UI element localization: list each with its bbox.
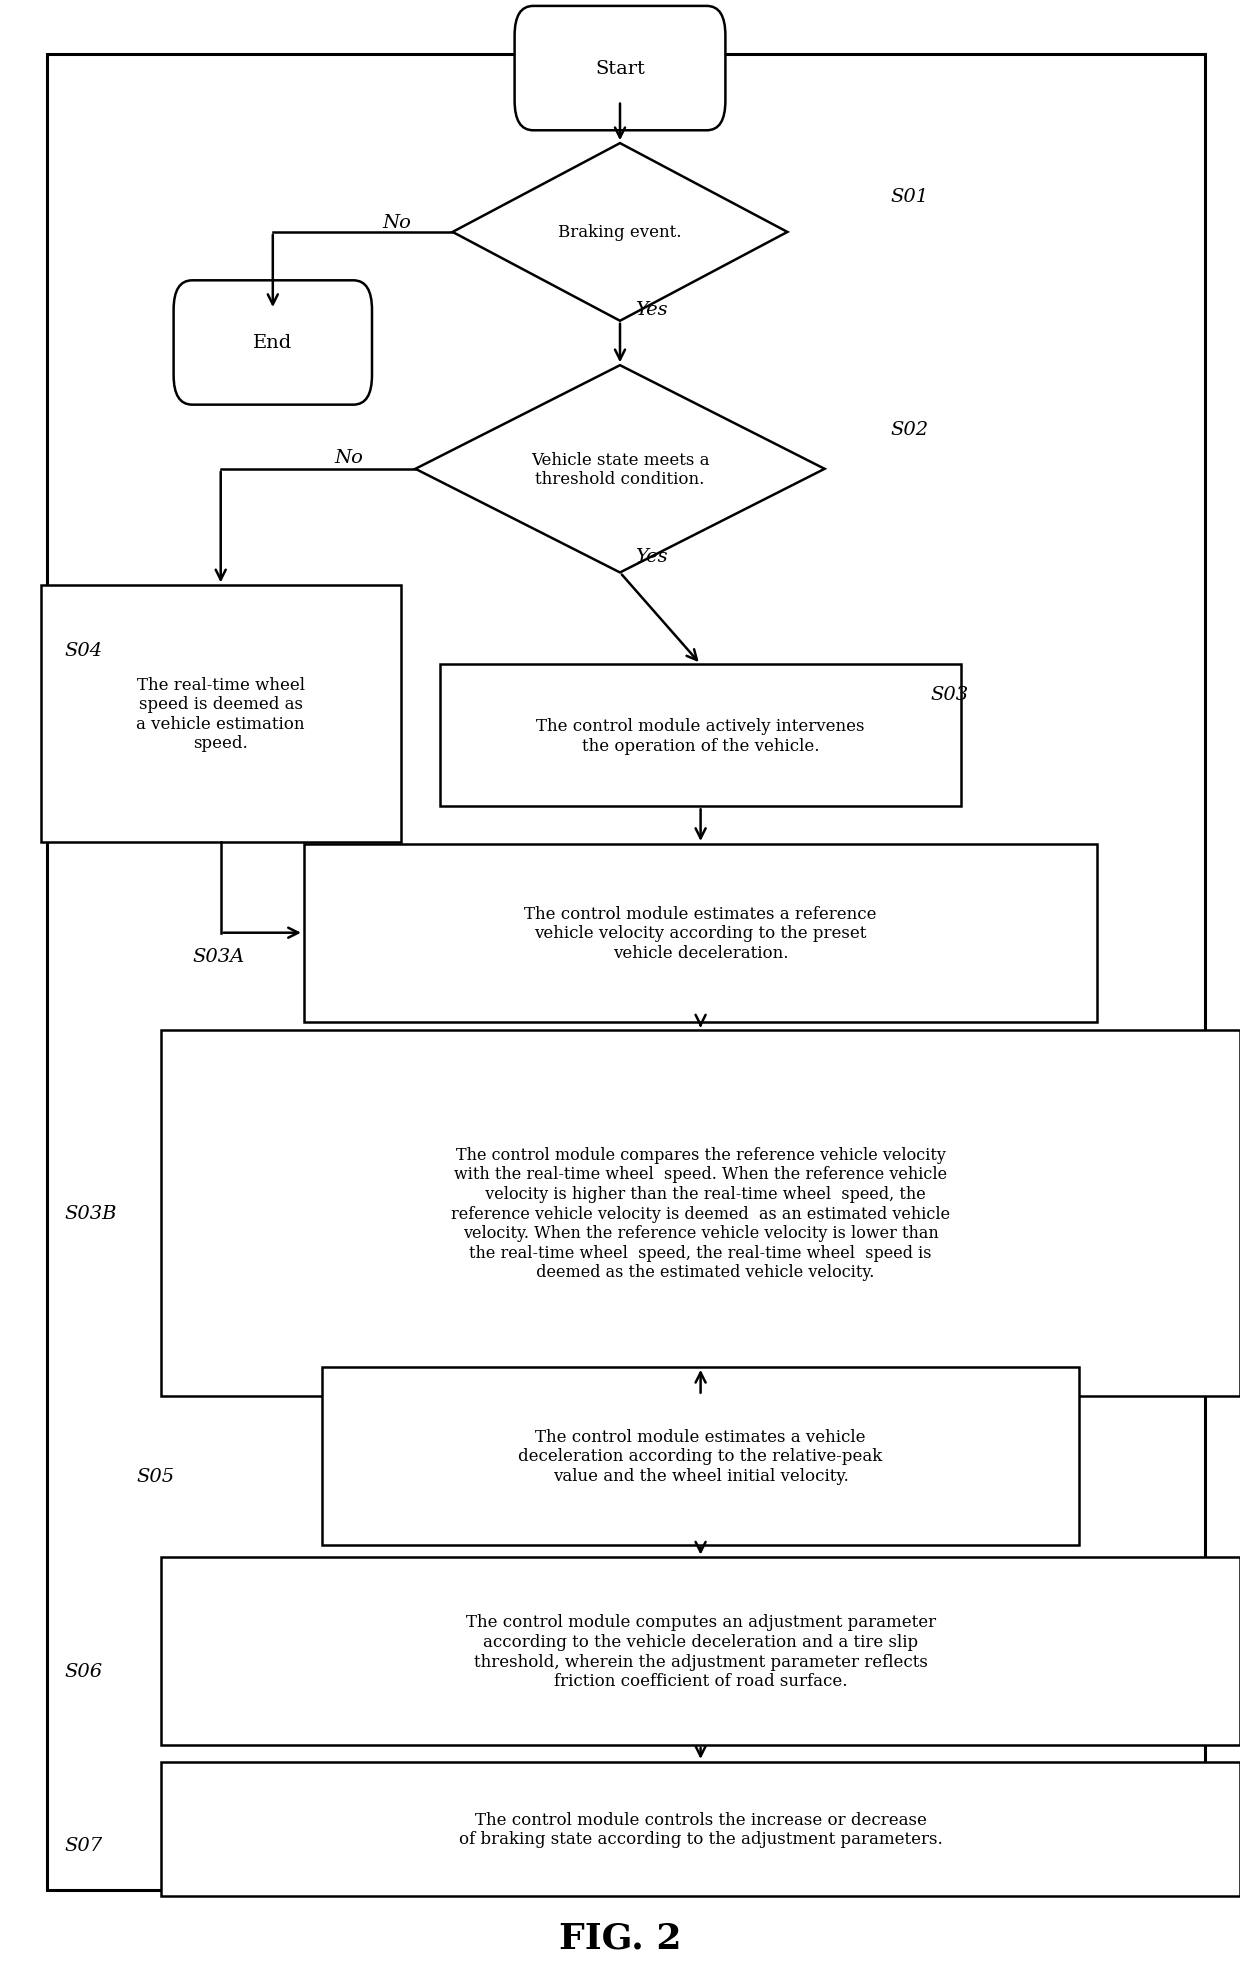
Text: The control module estimates a vehicle
deceleration according to the relative-pe: The control module estimates a vehicle d…	[518, 1428, 883, 1484]
Bar	[41, 586, 401, 842]
Text: S02: S02	[890, 420, 929, 440]
Text: Yes: Yes	[635, 300, 667, 320]
FancyBboxPatch shape	[174, 282, 372, 406]
Text: End: End	[253, 333, 293, 353]
Text: The control module compares the reference vehicle velocity
with the real-time wh: The control module compares the referenc…	[451, 1146, 950, 1280]
Text: No: No	[335, 448, 363, 468]
Bar	[161, 1559, 1240, 1744]
Bar	[440, 665, 961, 807]
Text: The control module estimates a reference
vehicle velocity according to the prese: The control module estimates a reference…	[525, 906, 877, 961]
Bar	[304, 844, 1097, 1022]
Text: The real-time wheel
speed is deemed as
a vehicle estimation
speed.: The real-time wheel speed is deemed as a…	[136, 677, 305, 752]
Text: Start: Start	[595, 59, 645, 79]
Text: Vehicle state meets a
threshold condition.: Vehicle state meets a threshold conditio…	[531, 452, 709, 487]
Text: S03B: S03B	[64, 1204, 117, 1223]
Text: Yes: Yes	[635, 547, 667, 566]
Text: FIG. 2: FIG. 2	[559, 1920, 681, 1955]
Text: The control module actively intervenes
the operation of the vehicle.: The control module actively intervenes t…	[537, 718, 864, 754]
Polygon shape	[453, 144, 787, 322]
Text: No: No	[382, 213, 410, 233]
Text: S03: S03	[930, 685, 968, 704]
Text: The control module controls the increase or decrease
of braking state according : The control module controls the increase…	[459, 1811, 942, 1847]
Text: S03A: S03A	[192, 947, 244, 967]
Text: S05: S05	[136, 1466, 175, 1486]
FancyBboxPatch shape	[515, 8, 725, 130]
Bar	[161, 1032, 1240, 1397]
Bar	[322, 1367, 1079, 1545]
Text: S04: S04	[64, 641, 103, 661]
Polygon shape	[415, 367, 825, 572]
Text: S07: S07	[64, 1835, 103, 1855]
Text: Braking event.: Braking event.	[558, 225, 682, 241]
Bar	[161, 1762, 1240, 1896]
Text: S01: S01	[890, 187, 929, 207]
Text: The control module computes an adjustment parameter
according to the vehicle dec: The control module computes an adjustmen…	[465, 1614, 936, 1689]
Text: S06: S06	[64, 1661, 103, 1681]
